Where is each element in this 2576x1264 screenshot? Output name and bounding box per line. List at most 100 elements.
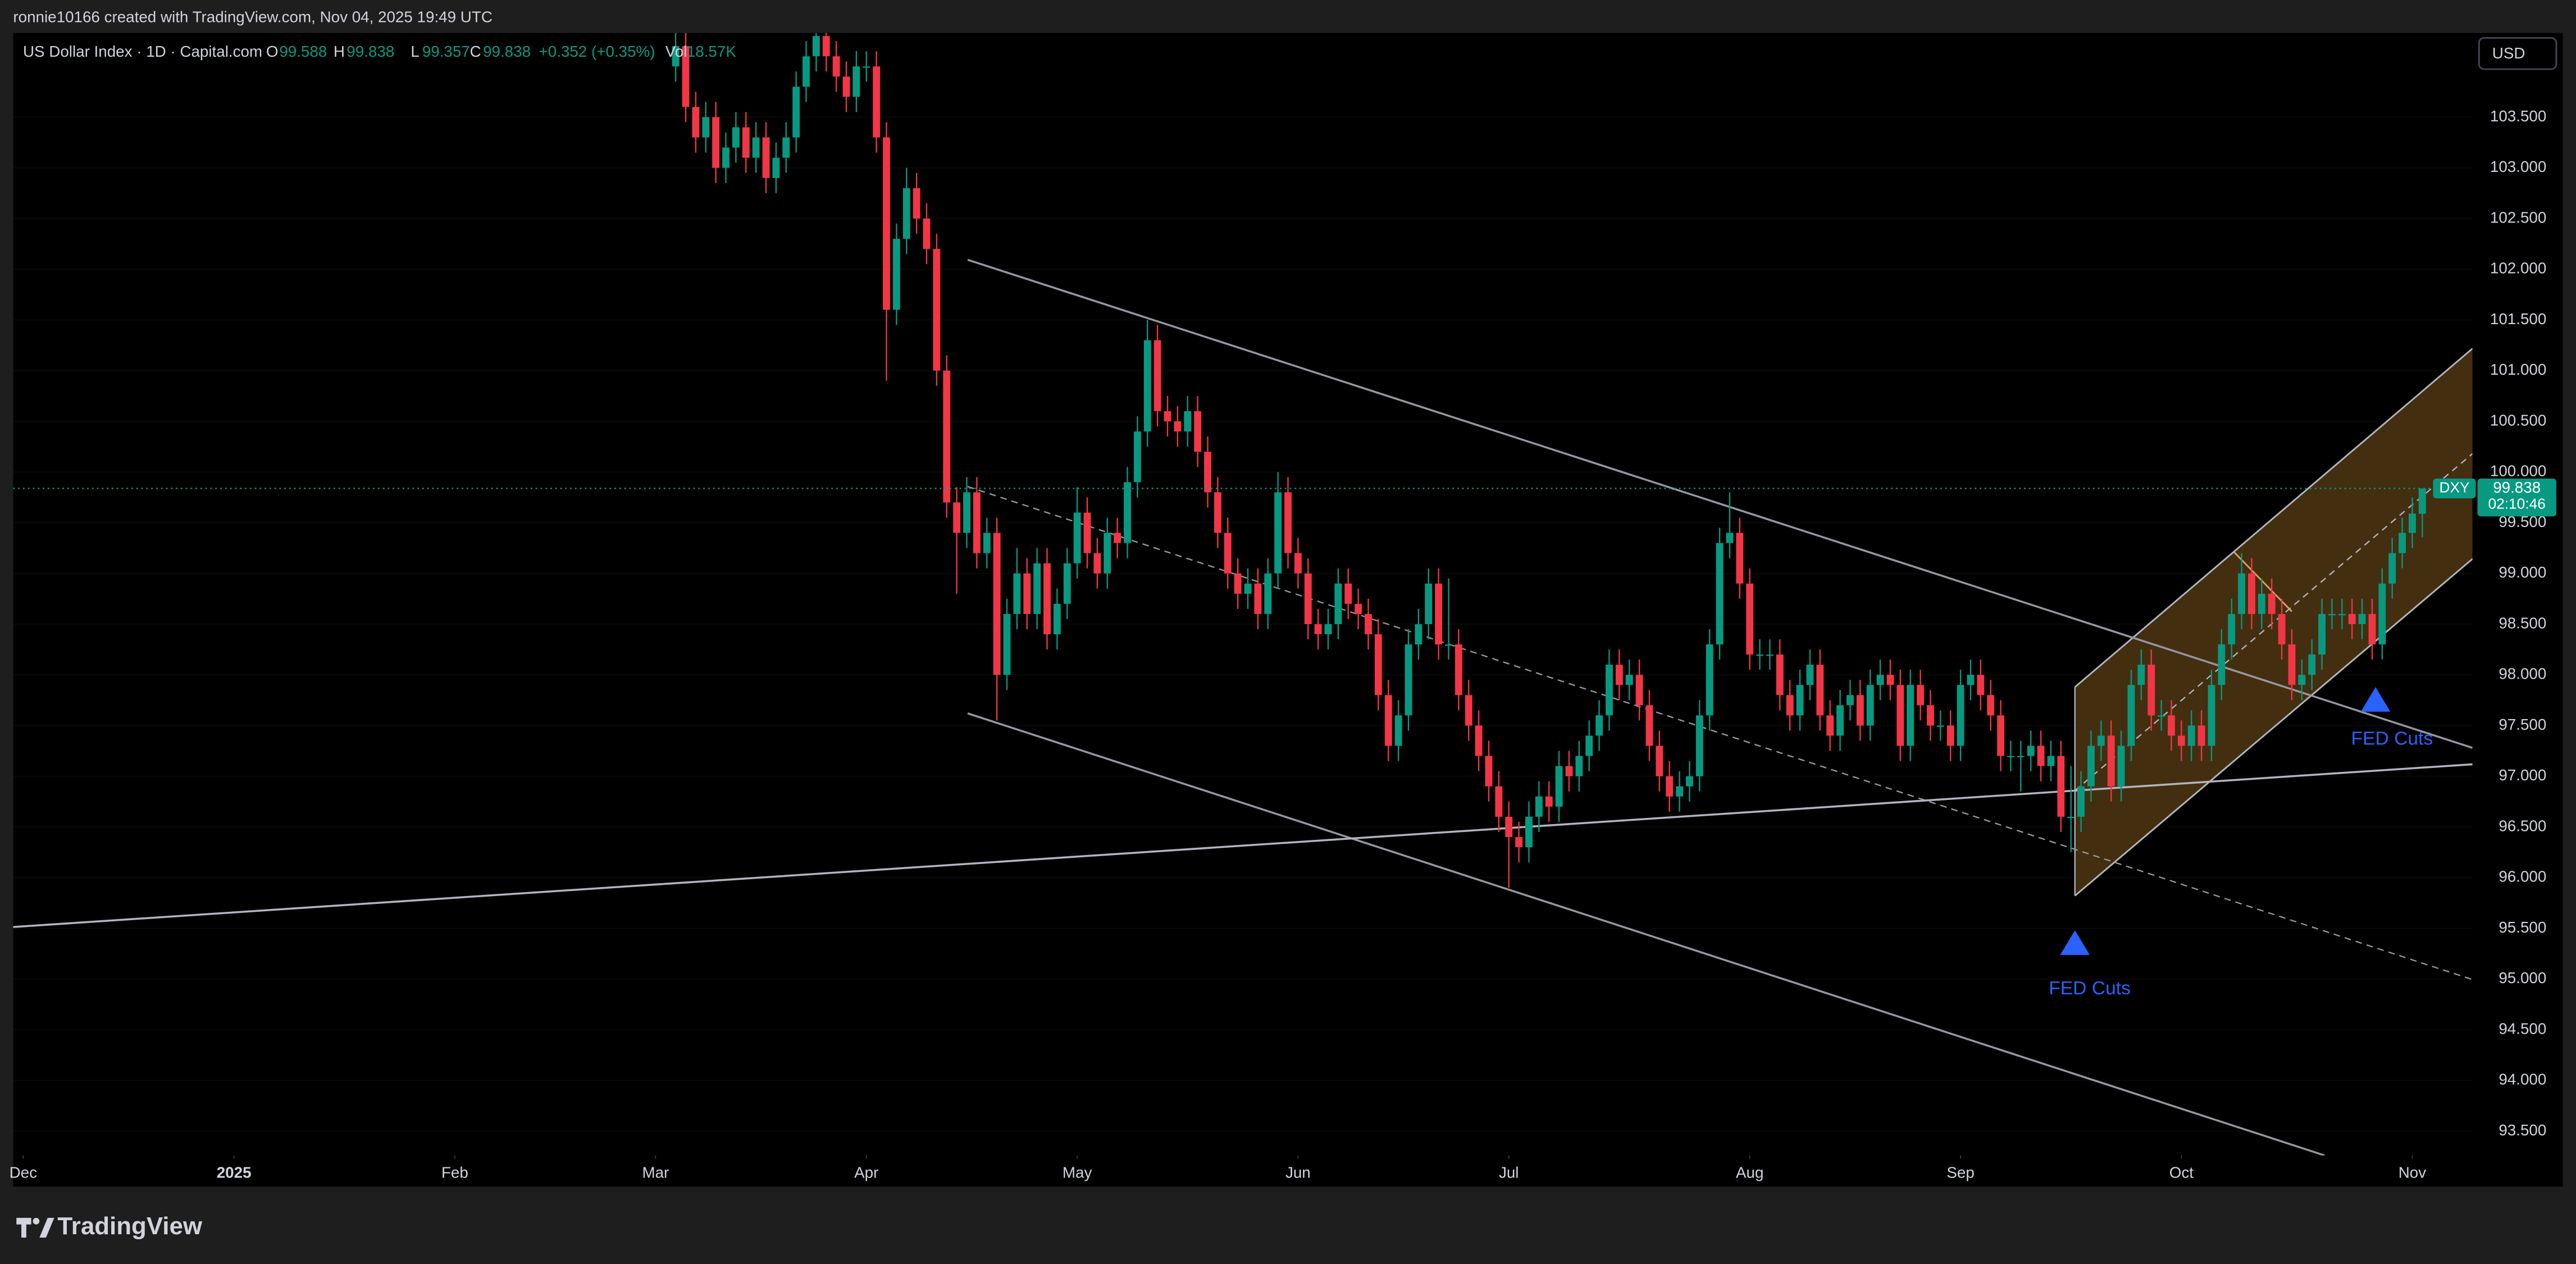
- candle-body: [803, 56, 810, 87]
- legend-value: 99.588: [279, 43, 327, 60]
- legend-label: L: [411, 43, 419, 60]
- y-tick-label: 103.000: [2490, 158, 2546, 175]
- candle-body: [1455, 644, 1462, 695]
- candle-body: [1796, 685, 1804, 716]
- x-tick-label: Oct: [2169, 1163, 2194, 1181]
- legend-value: 99.838: [346, 43, 394, 60]
- candle-body: [2409, 513, 2416, 533]
- candle-body: [2067, 816, 2075, 819]
- candle-body: [1595, 715, 1603, 736]
- candle-body: [973, 492, 981, 553]
- candle-body: [1053, 603, 1061, 635]
- candle-body: [1977, 675, 1985, 695]
- annotation: FED Cuts: [2351, 729, 2433, 749]
- candle-body: [913, 188, 920, 219]
- brand: TradingView: [57, 1212, 203, 1240]
- x-tick-label: Aug: [1736, 1163, 1763, 1181]
- legend-change: +0.352 (+0.35%): [539, 43, 655, 60]
- candle-body: [1656, 745, 1663, 776]
- legend-value: 99.838: [483, 43, 531, 60]
- candle-body: [2027, 745, 2035, 756]
- candle-body: [2238, 573, 2246, 614]
- candle-body: [2358, 613, 2366, 624]
- y-tick-label: 97.000: [2499, 766, 2546, 784]
- candle-body: [933, 249, 941, 371]
- candle-body: [1184, 411, 1192, 432]
- currency-label[interactable]: USD: [2492, 44, 2525, 62]
- candle-body: [1766, 654, 1773, 656]
- candle-body: [1686, 776, 1693, 786]
- x-tick-label: 2025: [217, 1163, 252, 1181]
- candle-body: [762, 137, 770, 178]
- candle-body: [2399, 533, 2406, 553]
- candle-body: [1043, 563, 1051, 635]
- candle-body: [1866, 685, 1874, 726]
- candle-body: [1324, 624, 1332, 635]
- x-tick-label: Apr: [854, 1163, 878, 1181]
- candle-body: [1846, 695, 1854, 706]
- candle-body: [812, 36, 820, 57]
- y-tick-label: 102.500: [2490, 208, 2546, 226]
- candle-body: [2418, 488, 2426, 514]
- candle-body: [772, 157, 780, 178]
- channel-mid: [2075, 453, 2473, 792]
- candle-body: [2158, 715, 2165, 717]
- candle-body: [2087, 745, 2095, 786]
- y-tick-label: 100.000: [2490, 462, 2546, 480]
- currency-button[interactable]: [2478, 37, 2557, 70]
- candle-body: [1957, 685, 1964, 746]
- candle-body: [1726, 533, 1734, 543]
- candle-body: [2037, 745, 2045, 766]
- countdown: 02:10:46: [2488, 495, 2545, 512]
- candle-body: [2298, 675, 2306, 685]
- candle-body: [2137, 665, 2145, 685]
- arrow-up: [2060, 930, 2090, 955]
- candle-body: [1425, 583, 1433, 624]
- candle-body: [983, 533, 991, 553]
- candle-body: [1194, 411, 1202, 452]
- candle-body: [842, 76, 850, 97]
- candle-body: [1645, 705, 1653, 746]
- candle-body: [2197, 725, 2205, 746]
- candle-body: [1776, 654, 1784, 695]
- candle-body: [2268, 593, 2276, 614]
- candle-body: [2017, 756, 2025, 757]
- channel-line: [2074, 558, 2473, 897]
- candle-body: [2368, 613, 2376, 645]
- candle-body: [1575, 756, 1583, 776]
- candle-body: [1445, 644, 1452, 646]
- y-tick-label: 99.000: [2499, 563, 2546, 581]
- candle-body: [1104, 533, 1111, 574]
- candle-body: [2148, 665, 2155, 716]
- candle-body: [1365, 613, 1372, 635]
- candle-body: [702, 117, 710, 138]
- x-tick-label: Dec: [10, 1163, 38, 1181]
- candle-body: [1475, 725, 1483, 756]
- candle-body: [2348, 613, 2356, 624]
- y-tick-label: 96.500: [2499, 817, 2546, 834]
- candle-body: [1997, 715, 2005, 756]
- price-label-box: [2477, 478, 2556, 517]
- candle-body: [1405, 644, 1412, 716]
- candle-body: [1244, 583, 1252, 594]
- y-tick-label: 94.500: [2499, 1020, 2546, 1037]
- candle-body: [1394, 715, 1402, 746]
- legend: US Dollar Index · 1D · Capital.com O 99.…: [23, 43, 736, 60]
- candle-body: [1736, 533, 1744, 584]
- legend-label: H: [334, 43, 345, 60]
- candle-body: [1374, 634, 1382, 695]
- candle-body: [1143, 340, 1151, 432]
- candle-body: [1415, 624, 1423, 645]
- symbol-tag-box: [2433, 478, 2476, 499]
- candle-body: [2228, 613, 2236, 645]
- candle-body: [1174, 421, 1182, 432]
- x-tick-label: Nov: [2399, 1163, 2427, 1181]
- y-tick-label: 96.000: [2499, 868, 2546, 885]
- logo: [39, 1217, 54, 1238]
- candle-body: [792, 87, 800, 138]
- annotation: FED Cuts: [2049, 978, 2131, 999]
- y-tick-label: 95.500: [2499, 919, 2546, 936]
- candle-body: [1927, 705, 1934, 726]
- candle-body: [1114, 533, 1121, 543]
- candle-body: [1836, 705, 1844, 736]
